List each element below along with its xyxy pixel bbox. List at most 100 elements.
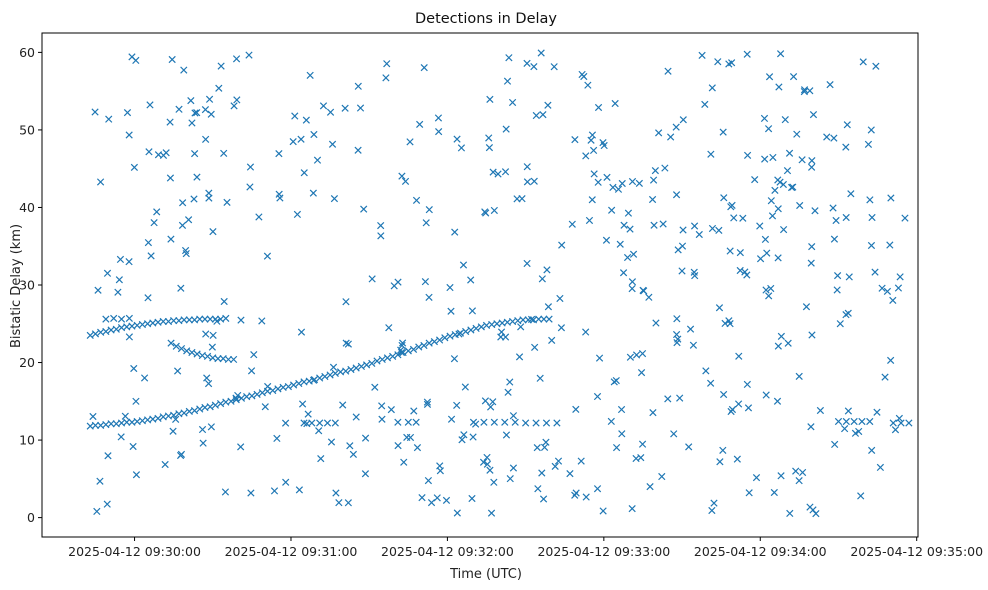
data-point bbox=[720, 194, 728, 202]
data-point bbox=[389, 352, 397, 360]
data-point bbox=[883, 287, 892, 296]
data-point bbox=[483, 453, 491, 462]
data-point bbox=[205, 95, 214, 103]
data-point bbox=[246, 183, 254, 191]
data-point bbox=[783, 167, 792, 175]
data-point bbox=[808, 243, 816, 251]
data-point bbox=[458, 436, 466, 444]
data-point bbox=[332, 489, 340, 497]
data-point bbox=[556, 294, 564, 303]
data-point bbox=[89, 412, 97, 421]
data-point bbox=[534, 485, 542, 493]
data-point bbox=[232, 394, 240, 402]
data-point bbox=[889, 419, 897, 427]
data-point bbox=[172, 342, 180, 350]
data-point bbox=[678, 242, 687, 250]
data-point bbox=[638, 349, 647, 358]
data-point bbox=[344, 340, 352, 348]
data-point bbox=[250, 351, 258, 359]
data-point bbox=[415, 343, 423, 351]
data-point bbox=[342, 298, 350, 306]
data-point bbox=[360, 205, 368, 213]
data-point bbox=[94, 286, 102, 294]
data-point bbox=[850, 417, 858, 426]
data-point bbox=[830, 134, 838, 142]
data-point bbox=[672, 330, 681, 339]
data-point bbox=[620, 221, 628, 229]
data-point bbox=[661, 164, 669, 172]
data-point bbox=[96, 477, 104, 485]
data-point bbox=[895, 414, 903, 422]
data-point bbox=[543, 266, 551, 274]
data-point bbox=[600, 141, 608, 150]
data-point bbox=[313, 156, 322, 164]
data-point bbox=[494, 170, 502, 178]
data-point bbox=[421, 278, 430, 286]
data-point bbox=[447, 415, 456, 423]
data-point bbox=[774, 176, 782, 184]
data-point bbox=[344, 499, 352, 507]
data-point bbox=[527, 315, 536, 324]
data-point bbox=[401, 177, 410, 185]
data-point bbox=[504, 388, 512, 396]
data-point bbox=[107, 420, 115, 428]
data-point bbox=[844, 407, 853, 415]
data-point bbox=[767, 284, 775, 293]
data-point bbox=[894, 284, 903, 292]
data-point bbox=[385, 324, 393, 332]
data-point bbox=[566, 470, 574, 478]
data-point bbox=[538, 469, 546, 477]
data-point bbox=[489, 398, 497, 406]
data-point bbox=[509, 464, 518, 472]
data-point bbox=[485, 144, 494, 152]
data-point bbox=[315, 427, 323, 435]
data-point bbox=[162, 149, 170, 157]
data-point bbox=[508, 98, 517, 107]
data-point bbox=[905, 419, 913, 427]
data-point bbox=[550, 63, 558, 71]
data-point bbox=[649, 176, 658, 184]
data-point bbox=[843, 121, 851, 129]
data-point bbox=[530, 62, 538, 71]
data-point bbox=[397, 348, 406, 357]
data-point bbox=[245, 51, 253, 59]
data-point bbox=[468, 494, 476, 503]
data-point bbox=[770, 488, 778, 497]
data-point bbox=[716, 458, 724, 466]
data-point bbox=[830, 235, 839, 243]
data-point bbox=[188, 119, 196, 127]
data-point bbox=[628, 504, 636, 513]
data-point bbox=[603, 173, 611, 182]
data-point bbox=[206, 403, 214, 411]
data-point bbox=[721, 319, 729, 328]
data-point bbox=[180, 316, 188, 324]
data-point bbox=[639, 286, 647, 294]
data-point bbox=[842, 417, 850, 426]
data-point bbox=[377, 232, 385, 240]
data-point bbox=[453, 509, 461, 517]
data-point bbox=[676, 394, 684, 402]
data-point bbox=[196, 405, 204, 413]
data-point bbox=[628, 284, 636, 293]
data-point bbox=[774, 205, 782, 213]
data-point bbox=[490, 478, 498, 486]
data-point bbox=[187, 97, 195, 105]
data-point bbox=[897, 419, 905, 427]
data-point bbox=[517, 323, 525, 331]
data-point bbox=[505, 54, 513, 62]
data-point bbox=[300, 169, 308, 177]
data-point bbox=[103, 500, 111, 508]
x-tick-label: 2025-04-12 09:31:00 bbox=[225, 544, 358, 559]
data-point bbox=[673, 338, 681, 347]
data-point bbox=[416, 120, 424, 128]
data-point bbox=[763, 249, 771, 257]
data-point bbox=[435, 127, 443, 136]
data-point bbox=[590, 170, 598, 178]
data-point bbox=[326, 108, 335, 116]
data-point bbox=[486, 466, 494, 474]
data-point bbox=[309, 376, 318, 384]
data-point bbox=[258, 389, 266, 397]
data-point bbox=[645, 293, 653, 301]
data-point bbox=[123, 108, 132, 117]
